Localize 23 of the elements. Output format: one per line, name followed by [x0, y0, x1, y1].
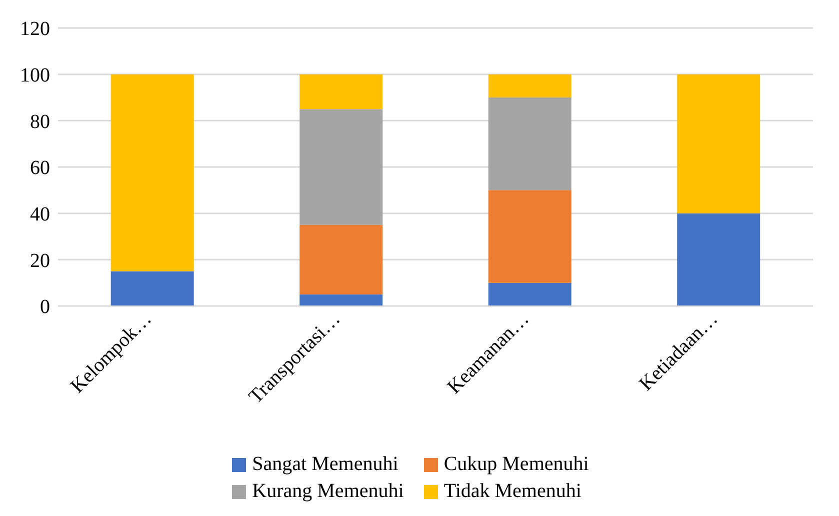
legend-label: Sangat Memenuhi — [252, 453, 398, 476]
y-tick-label: 80 — [30, 110, 50, 133]
bar — [110, 271, 194, 306]
bar — [300, 74, 383, 110]
legend-label: Kurang Memenuhi — [252, 480, 404, 503]
bar — [300, 109, 383, 225]
y-tick-label: 40 — [30, 203, 50, 226]
y-tick-label: 0 — [40, 296, 50, 318]
bar — [300, 224, 383, 294]
bar — [488, 74, 572, 98]
legend-label: Tidak Memenuhi — [444, 480, 582, 503]
y-tick-label: 60 — [30, 157, 50, 180]
bar — [677, 213, 760, 306]
bar — [110, 74, 194, 272]
bar — [488, 282, 572, 306]
bar — [300, 294, 383, 306]
bar — [488, 190, 572, 283]
y-tick-label: 120 — [20, 18, 50, 40]
bar — [677, 74, 760, 214]
y-tick-label: 20 — [30, 250, 50, 272]
bar — [488, 98, 572, 190]
y-tick-label: 100 — [20, 64, 50, 86]
legend-label: Cukup Memenuhi — [444, 453, 589, 476]
